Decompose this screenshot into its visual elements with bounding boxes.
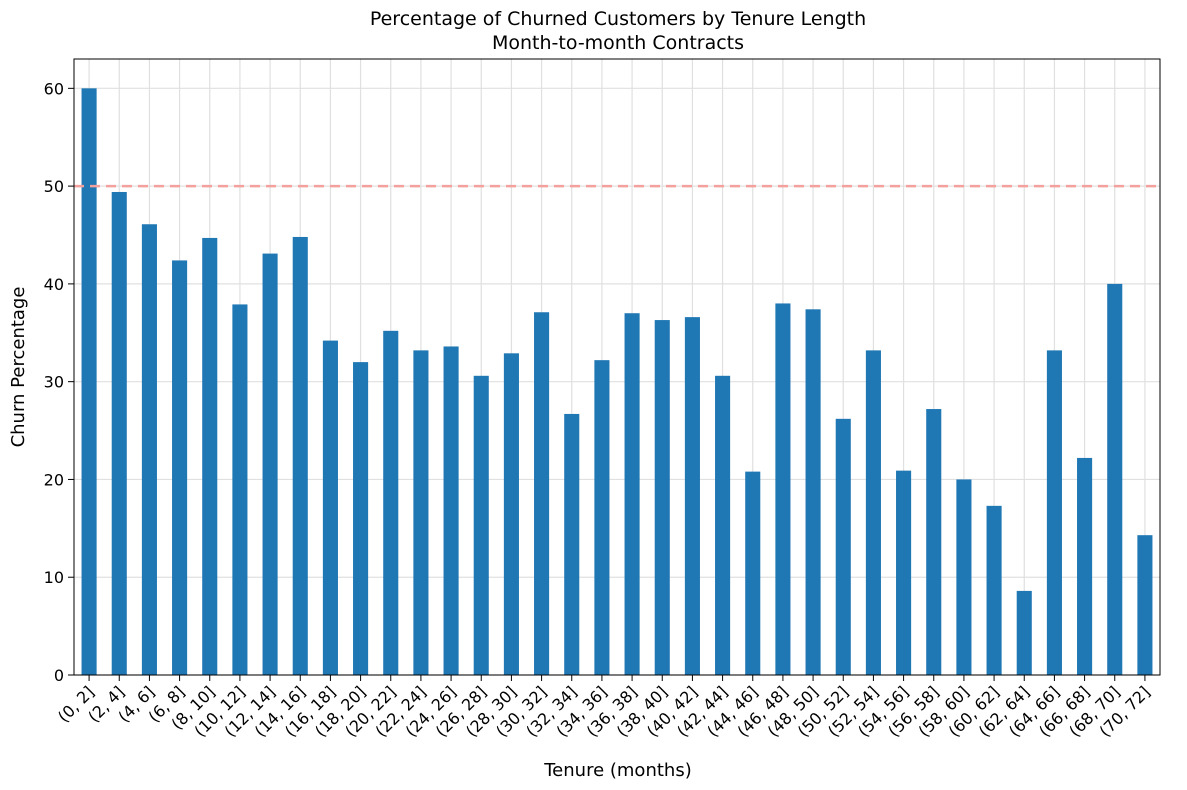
bar bbox=[775, 303, 791, 675]
bar bbox=[534, 312, 550, 675]
bar bbox=[896, 470, 912, 675]
bar bbox=[805, 309, 821, 675]
bar bbox=[322, 340, 338, 675]
bar bbox=[383, 330, 399, 675]
bar bbox=[745, 471, 761, 675]
x-ticks: (0, 2](2, 4](4, 6](6, 8](8, 10](10, 12](… bbox=[54, 675, 1154, 741]
bar bbox=[865, 350, 881, 675]
bar bbox=[624, 313, 640, 675]
bar bbox=[1137, 535, 1153, 675]
bar bbox=[1077, 457, 1093, 675]
bar bbox=[413, 350, 429, 675]
x-axis-label: Tenure (months) bbox=[543, 760, 691, 781]
bar bbox=[473, 375, 489, 675]
y-tick-label: 60 bbox=[44, 79, 64, 98]
y-tick-label: 50 bbox=[44, 177, 64, 196]
bar bbox=[956, 479, 972, 675]
bar bbox=[443, 346, 459, 675]
y-tick-label: 20 bbox=[44, 470, 64, 489]
y-ticks: 0 10 20 30 40 50 60 bbox=[44, 79, 74, 685]
axes bbox=[73, 58, 1161, 676]
bar bbox=[353, 362, 369, 675]
bar bbox=[835, 418, 851, 675]
bar bbox=[594, 360, 610, 675]
bar bbox=[654, 320, 670, 675]
bar bbox=[141, 224, 157, 675]
bar bbox=[715, 375, 731, 675]
bar bbox=[81, 88, 97, 676]
y-axis-label: Churn Percentage bbox=[8, 287, 29, 448]
bar bbox=[926, 409, 942, 675]
bar bbox=[262, 253, 278, 676]
bar bbox=[684, 317, 700, 675]
bar bbox=[202, 237, 218, 675]
bar bbox=[564, 413, 580, 675]
bar bbox=[292, 236, 308, 675]
y-tick-label: 10 bbox=[44, 568, 64, 587]
y-tick-label: 40 bbox=[44, 275, 64, 294]
bar bbox=[232, 304, 248, 675]
y-tick-label: 30 bbox=[44, 373, 64, 392]
y-tick-label: 0 bbox=[54, 666, 64, 685]
chart-title: Percentage of Churned Customers by Tenur… bbox=[370, 8, 866, 30]
chart-subtitle: Month-to-month Contracts bbox=[492, 32, 744, 54]
bar bbox=[1016, 590, 1032, 675]
bar bbox=[986, 505, 1002, 675]
bar bbox=[1046, 350, 1062, 675]
bar bbox=[1107, 283, 1123, 675]
bars bbox=[81, 88, 1153, 676]
plot-frame bbox=[73, 58, 1161, 676]
bar bbox=[111, 191, 127, 675]
bar bbox=[172, 260, 188, 675]
bar bbox=[503, 353, 519, 675]
